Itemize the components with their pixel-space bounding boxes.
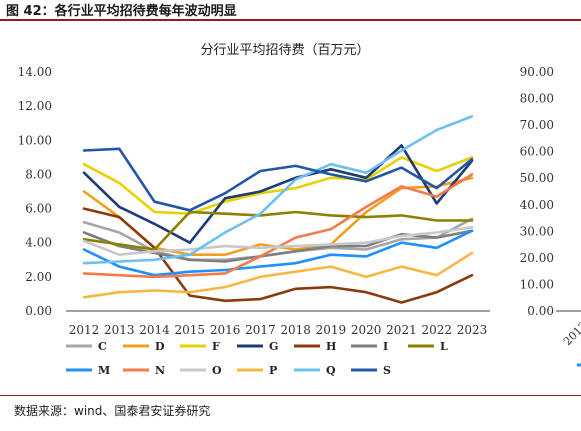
legend-label-P: P bbox=[269, 364, 277, 377]
right-x-tick-label: 2012 bbox=[561, 319, 581, 348]
series-line-S bbox=[82, 147, 474, 212]
y-tick-label: 10.00 bbox=[18, 133, 52, 147]
right-y-tick-label: 10.00 bbox=[520, 277, 554, 291]
y-tick-label: 2.00 bbox=[25, 270, 52, 284]
right-y-tick-label: 0.00 bbox=[527, 304, 554, 318]
legend-label-M: M bbox=[98, 364, 110, 377]
y-tick-label: 8.00 bbox=[25, 167, 52, 181]
y-tick-label: 14.00 bbox=[18, 65, 52, 79]
legend-label-G: G bbox=[269, 340, 278, 353]
legend-label-O: O bbox=[212, 364, 222, 377]
x-tick-label: 2023 bbox=[457, 323, 488, 337]
y-tick-label: 6.00 bbox=[25, 202, 52, 216]
legend-label-F: F bbox=[212, 340, 220, 353]
x-tick-label: 2016 bbox=[210, 323, 241, 337]
right-y-tick-label: 60.00 bbox=[520, 145, 554, 159]
caption-rule bbox=[0, 19, 581, 21]
chart-area: 分行业平均招待费（百万元） 0.00 2.00 4.00 6.00 8.00 10.00 1… bbox=[18, 43, 581, 377]
legend-label-L: L bbox=[440, 340, 448, 353]
right-y-tick-label: 50.00 bbox=[520, 171, 554, 185]
legend-label-D: D bbox=[155, 340, 165, 353]
x-tick-label: 2012 bbox=[69, 323, 100, 337]
x-tick-label: 2014 bbox=[139, 323, 170, 337]
legend-label-C: C bbox=[98, 340, 107, 353]
series-line-L bbox=[82, 210, 474, 251]
legend-label-H: H bbox=[326, 340, 336, 353]
legend-label-N: N bbox=[155, 364, 165, 377]
left-plot: 0.00 2.00 4.00 6.00 8.00 10.00 12.00 14.00 2012 2… bbox=[18, 65, 490, 337]
source-rule bbox=[0, 395, 581, 396]
x-tick-label: 2015 bbox=[175, 323, 206, 337]
source-note: 数据来源：wind、国泰君安证券研究 bbox=[14, 404, 211, 418]
x-tick-label: 2018 bbox=[280, 323, 311, 337]
right-y-tick-label: 20.00 bbox=[520, 251, 554, 265]
x-tick-label: 2022 bbox=[421, 323, 452, 337]
right-y-tick-label: 30.00 bbox=[520, 224, 554, 238]
x-tick-label: 2019 bbox=[316, 323, 347, 337]
legend-label-I: I bbox=[383, 340, 388, 353]
right-y-tick-label: 90.00 bbox=[520, 65, 554, 79]
x-tick-label: 2020 bbox=[351, 323, 382, 337]
series-line-O bbox=[82, 226, 474, 256]
y-tick-label: 0.00 bbox=[25, 304, 52, 318]
y-tick-label: 12.00 bbox=[18, 99, 52, 113]
series-line-M bbox=[82, 229, 474, 277]
series-line-G bbox=[82, 144, 474, 244]
x-tick-label: 2017 bbox=[245, 323, 276, 337]
chart-legend: C D F G H I L M N O P Q S bbox=[66, 340, 448, 377]
right-chart-cropped: 0.00 10.00 20.00 30.00 40.00 50.00 60.00 70.00 8… bbox=[520, 65, 581, 367]
series-line-Q bbox=[82, 115, 474, 265]
right-y-tick-label: 80.00 bbox=[520, 92, 554, 106]
right-y-tick-label: 40.00 bbox=[520, 198, 554, 212]
x-tick-label: 2013 bbox=[104, 323, 135, 337]
right-y-tick-label: 70.00 bbox=[520, 118, 554, 132]
figure-caption: 图 42：各行业平均招待费每年波动明显 bbox=[6, 4, 237, 19]
legend-label-S: S bbox=[383, 364, 391, 377]
chart-title: 分行业平均招待费（百万元） bbox=[200, 43, 369, 58]
series-line-P bbox=[82, 251, 474, 299]
x-tick-label: 2021 bbox=[386, 323, 417, 337]
y-tick-label: 4.00 bbox=[25, 236, 52, 250]
series-line-F bbox=[82, 156, 474, 215]
legend-label-Q: Q bbox=[326, 364, 336, 377]
series-line-H bbox=[82, 207, 474, 304]
